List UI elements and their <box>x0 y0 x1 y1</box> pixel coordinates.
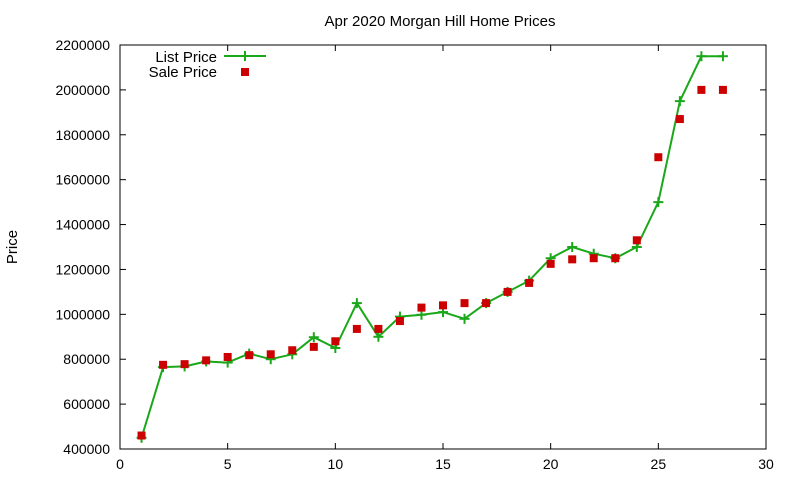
sale-price-point <box>589 254 598 263</box>
x-tick-label: 0 <box>116 456 124 472</box>
series-line-list-price <box>140 55 723 439</box>
y-tick-label: 400000 <box>63 441 110 457</box>
legend: List Price Sale Price <box>149 49 266 81</box>
legend-swatch-sale-price <box>241 68 249 76</box>
list-price-point <box>351 298 362 309</box>
legend-marker-list-price <box>240 51 250 61</box>
y-tick-label: 1200000 <box>55 261 110 277</box>
series-layer <box>136 51 728 443</box>
legend-label-sale-price: Sale Price <box>149 64 217 81</box>
chart-title: Apr 2020 Morgan Hill Home Prices <box>325 13 556 30</box>
y-tick-label: 1800000 <box>55 127 110 143</box>
sale-price-point <box>395 317 404 326</box>
y-axis-label: Price <box>4 230 21 264</box>
legend-swatch-list-price <box>224 51 266 61</box>
sale-price-point <box>180 360 189 369</box>
sale-price-point <box>525 278 534 287</box>
sale-price-point <box>503 287 512 296</box>
list-price-point <box>567 242 578 252</box>
sale-price-point <box>137 431 146 440</box>
sale-price-point <box>632 236 641 245</box>
list-price-point <box>717 51 728 62</box>
sale-price-point <box>546 259 555 268</box>
sale-price-point <box>352 324 361 333</box>
list-price-point <box>653 197 664 208</box>
list-price-point <box>459 313 470 324</box>
sale-price-point <box>675 115 684 124</box>
list-price-point <box>373 331 384 342</box>
sale-price-point <box>417 303 426 312</box>
sale-price-point <box>611 254 620 263</box>
x-tick-label: 5 <box>224 456 232 472</box>
x-tick-label: 10 <box>328 456 344 472</box>
y-tick-label: 1600000 <box>55 172 110 188</box>
sale-price-point <box>697 85 706 94</box>
x-tick-label: 30 <box>758 456 774 472</box>
y-tick-label: 600000 <box>63 396 110 412</box>
sale-price-point <box>288 346 297 355</box>
sale-price-point <box>202 356 211 365</box>
sale-price-point <box>482 299 491 308</box>
list-price-point <box>696 51 707 62</box>
sale-price-point <box>654 153 663 162</box>
sale-price-point <box>245 351 254 360</box>
y-tick-label: 2000000 <box>55 82 110 98</box>
y-tick-label: 1400000 <box>55 217 110 233</box>
y-tick-label: 1000000 <box>55 306 110 322</box>
sale-price-point <box>266 350 275 359</box>
legend-label-list-price: List Price <box>155 49 217 66</box>
legend-marker-sale-price <box>241 68 249 76</box>
sale-price-point <box>374 324 383 333</box>
x-tick-label: 25 <box>651 456 667 472</box>
sale-price-point <box>309 342 318 351</box>
x-tick-label: 15 <box>435 456 451 472</box>
list-price-point <box>308 332 319 343</box>
y-tick-label: 2200000 <box>55 37 110 53</box>
axes: 400000 600000 800000 1000000 1200000 1400000 1… <box>55 37 774 472</box>
list-price-point <box>674 96 685 107</box>
sale-price-point <box>223 352 232 361</box>
x-tick-label: 20 <box>543 456 559 472</box>
sale-price-point <box>718 85 727 94</box>
sale-price-point <box>331 337 340 346</box>
y-tick-label: 800000 <box>63 351 110 367</box>
sale-price-point <box>568 255 577 264</box>
sale-price-point <box>460 299 469 308</box>
sale-price-point <box>439 301 447 310</box>
sale-price-point <box>159 360 168 369</box>
